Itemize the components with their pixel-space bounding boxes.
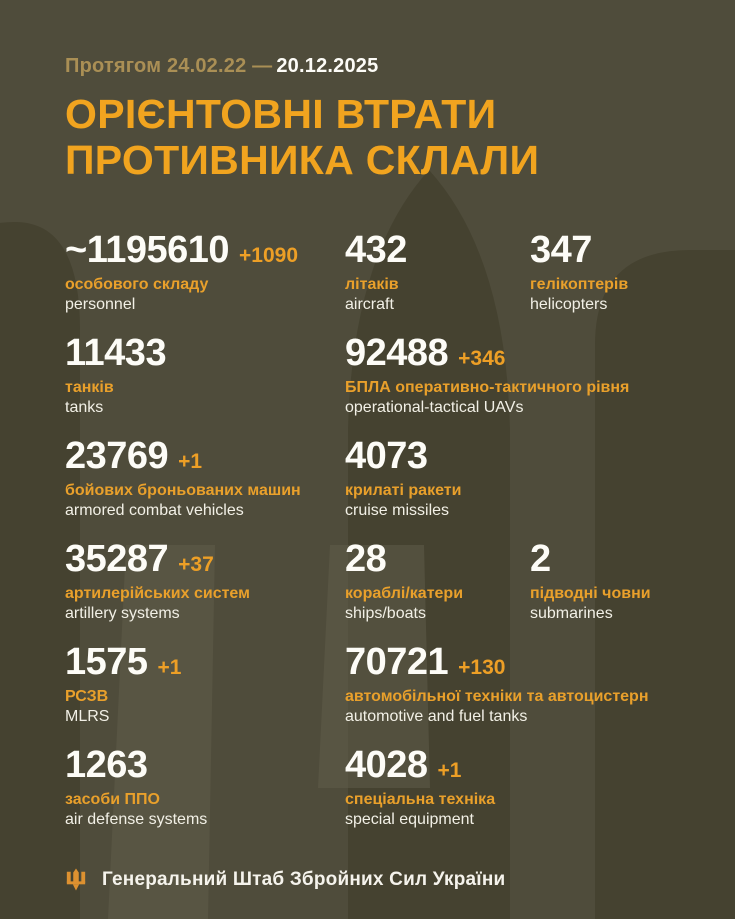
date-range: Протягом 24.02.22 —20.12.2025 — [65, 55, 705, 78]
stat-armored-vehicles: 23769 +1 бойових броньованих машин armor… — [65, 434, 345, 521]
stat-delta: +37 — [178, 552, 214, 576]
stat-label-ua: спеціальна техніка — [345, 790, 496, 808]
stat-value: 4028 — [345, 743, 428, 786]
stat-label-en: personnel — [65, 295, 136, 313]
stat-value: 92488 — [345, 331, 449, 374]
stat-personnel: ~1195610 +1090 особового складу personne… — [65, 228, 345, 315]
stat-delta: +1 — [178, 449, 203, 473]
stat-value: 11433 — [65, 331, 167, 374]
stat-mlrs: 1575 +1 РСЗВ MLRS — [65, 640, 345, 727]
footer: Генеральний Штаб Збройних Сил України — [65, 868, 705, 892]
stat-value: 1575 — [65, 640, 148, 683]
stat-uavs: 92488 +346 БПЛА оперативно-тактичного рі… — [345, 331, 705, 418]
stat-label-ua: крилаті ракети — [345, 481, 462, 499]
stats-grid: ~1195610 +1090 особового складу personne… — [65, 228, 705, 846]
stat-label-en: automotive and fuel tanks — [345, 707, 528, 725]
date-current: 20.12.2025 — [276, 55, 379, 77]
stat-value: 28 — [345, 537, 387, 580]
stat-cruise-missiles: 4073 крилаті ракети cruise missiles — [345, 434, 705, 521]
stat-label-en: helicopters — [530, 295, 608, 313]
infographic: Протягом 24.02.22 —20.12.2025 ОРІЄНТОВНІ… — [65, 55, 705, 892]
stat-label-ua: РСЗВ — [65, 687, 109, 705]
footer-organization: Генеральний Штаб Збройних Сил України — [102, 868, 506, 890]
stat-label-ua: засоби ППО — [65, 790, 160, 808]
date-range-prefix: Протягом 24.02.22 — — [65, 55, 273, 77]
stat-label-en: submarines — [530, 604, 613, 622]
stat-label-en: MLRS — [65, 707, 110, 725]
stat-label-en: operational-tactical UAVs — [345, 398, 524, 416]
stat-value: 432 — [345, 228, 407, 271]
stat-value: ~1195610 — [65, 228, 230, 271]
stat-value: 4073 — [345, 434, 428, 477]
stat-ships-boats: 28 кораблі/катери ships/boats — [345, 537, 530, 624]
stat-label-en: tanks — [65, 398, 104, 416]
stat-label-ua: артилерійських систем — [65, 584, 250, 602]
stat-label-en: artillery systems — [65, 604, 180, 622]
page-title: ОРІЄНТОВНІ ВТРАТИ ПРОТИВНИКА СКЛАЛИ — [65, 91, 705, 184]
stat-label-en: cruise missiles — [345, 501, 450, 519]
stat-label-ua: БПЛА оперативно-тактичного рівня — [345, 378, 630, 396]
stat-value: 23769 — [65, 434, 169, 477]
stat-label-en: armored combat vehicles — [65, 501, 244, 519]
stat-value: 35287 — [65, 537, 169, 580]
stat-tanks: 11433 танків tanks — [65, 331, 345, 418]
stat-automotive: 70721 +130 автомобільної техніки та авто… — [345, 640, 705, 727]
stat-value: 70721 — [345, 640, 449, 683]
stat-label-en: aircraft — [345, 295, 394, 313]
stat-label-ua: літаків — [345, 275, 399, 293]
stat-label-ua: бойових броньованих машин — [65, 481, 301, 499]
stat-value: 2 — [530, 537, 551, 580]
stat-label-ua: танків — [65, 378, 114, 396]
stat-value: 347 — [530, 228, 592, 271]
stat-delta: +1 — [437, 758, 462, 782]
stat-delta: +1 — [157, 655, 182, 679]
stat-air-defense: 1263 засоби ППО air defense systems — [65, 743, 345, 830]
stat-label-ua: кораблі/катери — [345, 584, 464, 602]
stat-helicopters: 347 гелікоптерів helicopters — [530, 228, 705, 315]
stat-label-en: ships/boats — [345, 604, 426, 622]
stat-label-ua: гелікоптерів — [530, 275, 629, 293]
stat-artillery: 35287 +37 артилерійських систем artiller… — [65, 537, 345, 624]
stat-delta: +346 — [458, 346, 506, 370]
stat-value: 1263 — [65, 743, 148, 786]
trident-icon — [66, 868, 86, 891]
stat-label-ua: підводні човни — [530, 584, 651, 602]
stat-aircraft: 432 літаків aircraft — [345, 228, 530, 315]
page-title-line2: ПРОТИВНИКА СКЛАЛИ — [65, 136, 540, 183]
stat-label-ua: автомобільної техніки та автоцистерн — [345, 687, 649, 705]
stat-delta: +1090 — [239, 243, 299, 267]
stat-label-en: special equipment — [345, 810, 474, 828]
stat-delta: +130 — [458, 655, 506, 679]
stat-submarines: 2 підводні човни submarines — [530, 537, 705, 624]
page-title-line1: ОРІЄНТОВНІ ВТРАТИ — [65, 91, 497, 137]
stat-label-en: air defense systems — [65, 810, 208, 828]
stat-label-ua: особового складу — [65, 275, 209, 293]
stat-special-equipment: 4028 +1 спеціальна техніка special equip… — [345, 743, 705, 830]
